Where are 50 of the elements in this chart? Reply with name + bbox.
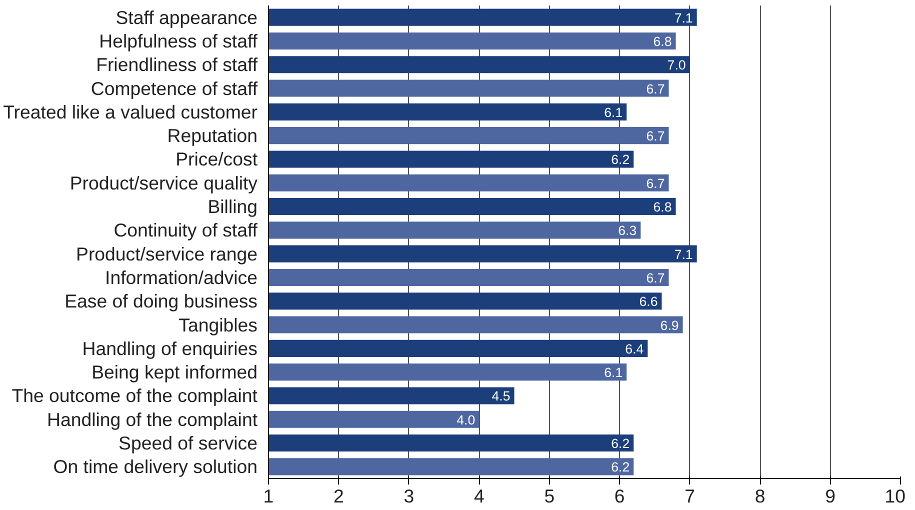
y-tick-label: Reputation (167, 125, 258, 146)
data-label: 6.7 (646, 270, 665, 286)
x-tick-label: 9 (825, 486, 836, 506)
y-tick-label: Staff appearance (116, 6, 258, 28)
x-tick-label: 6 (614, 486, 625, 506)
y-tick-label: On time delivery solution (53, 456, 258, 478)
y-tick-label: Tangibles (178, 314, 258, 336)
data-label: 6.7 (646, 81, 665, 96)
x-tick-label: 7 (684, 486, 696, 506)
data-label: 6.4 (625, 341, 644, 356)
y-tick-label: Friendliness of staff (96, 54, 258, 76)
x-tick-label: 2 (334, 486, 344, 506)
data-label: 6.7 (646, 176, 665, 191)
x-tick-label: 5 (544, 486, 555, 506)
data-label: 6.1 (604, 365, 623, 380)
y-tick-label: The outcome of the complaint (12, 385, 258, 406)
x-tick-label: 3 (404, 486, 414, 506)
data-label: 4.0 (456, 412, 476, 428)
x-tick-label: 4 (474, 486, 484, 506)
y-tick-label: Product/service range (76, 243, 258, 264)
x-tick-label: 8 (754, 486, 766, 506)
data-label: 6.2 (611, 152, 630, 168)
y-tick-label: Continuity of staff (114, 220, 258, 241)
data-label: 6.8 (653, 200, 672, 215)
data-label: 6.9 (660, 318, 679, 333)
y-tick-label: Handling of enquiries (82, 338, 258, 359)
y-tick-label: Product/service quality (70, 172, 258, 194)
y-tick-label: Billing (208, 196, 258, 218)
data-label: 7.1 (674, 246, 693, 262)
y-tick-label: Handling of the complaint (46, 408, 258, 430)
y-tick-label: Price/cost (176, 148, 258, 170)
data-label: 6.1 (604, 104, 623, 120)
data-label: 4.5 (492, 388, 510, 404)
y-tick-label: Speed of service (118, 432, 258, 454)
data-label: 6.3 (618, 223, 637, 238)
x-tick-label: 1 (263, 486, 274, 506)
data-label: 6.2 (611, 460, 630, 475)
data-label: 6.7 (646, 128, 665, 144)
data-label: 7.1 (674, 10, 693, 26)
y-tick-label: Being kept informed (92, 362, 258, 383)
y-tick-label: Treated like a valued customer (3, 101, 258, 122)
data-label: 6.2 (611, 436, 630, 452)
y-tick-label: Information/advice (105, 266, 258, 288)
data-label: 7.0 (667, 58, 686, 73)
y-tick-label: Ease of doing business (64, 290, 258, 312)
y-tick-label: Competence of staff (90, 78, 258, 99)
data-label: 6.6 (639, 294, 658, 310)
y-tick-label: Helpfulness of staff (99, 30, 258, 52)
x-tick-label: 10 (884, 486, 906, 506)
data-label: 6.8 (653, 34, 672, 49)
